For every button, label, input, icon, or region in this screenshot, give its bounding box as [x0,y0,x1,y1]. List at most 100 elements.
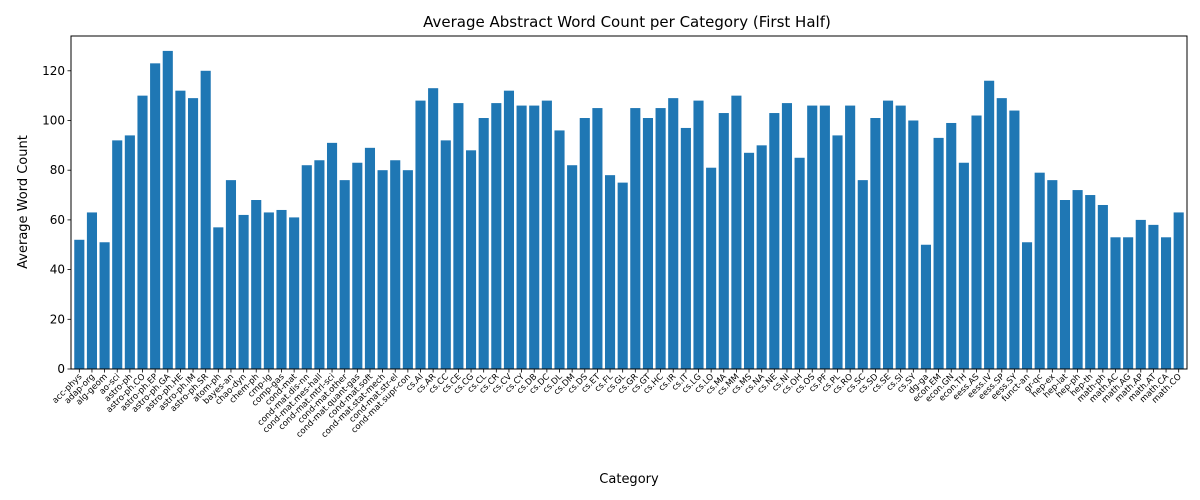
bar [718,113,729,369]
bar [150,63,161,370]
bar [1059,200,1071,369]
bar [1047,180,1058,369]
bar [339,180,350,369]
chart-title: Average Abstract Word Count per Category… [423,13,831,31]
bar [769,113,780,369]
bar [314,160,325,369]
bar [870,118,881,369]
y-tick-label: 120 [42,64,65,78]
y-tick-label: 20 [50,312,65,326]
bar [428,88,439,369]
bar [592,108,603,369]
bar [693,100,704,370]
y-tick-label: 0 [57,362,65,376]
bar [1123,237,1134,369]
bar [554,130,565,369]
y-tick-label: 40 [50,263,65,277]
bar [503,90,515,370]
bar [971,115,982,370]
bar [655,108,666,369]
x-axis: acc-physadap-orgalg-geomao-sciastro-phas… [51,369,1184,440]
bar [807,105,818,369]
bar [529,105,540,369]
bar [352,162,363,369]
bar [946,122,957,369]
bar [819,105,830,369]
y-tick-label: 100 [42,113,65,127]
bar [491,103,502,369]
bar [225,180,237,369]
bar [541,100,552,370]
bar [857,180,868,369]
bar [74,239,85,369]
y-axis-label: Average Word Count [16,135,31,269]
bar [112,140,123,369]
y-axis: 0 20 40 60 80 100 120 [42,64,71,376]
bar [465,150,477,369]
bar [453,103,464,369]
bar [1021,242,1033,369]
bar [958,162,969,369]
bar [1072,190,1083,369]
bar [137,95,148,369]
bar [301,165,312,369]
bar [1160,237,1172,369]
bar [882,100,894,370]
y-tick-label: 60 [50,213,65,227]
bar [213,227,224,369]
x-axis-label: Category [599,472,659,487]
bar [933,137,944,369]
bar [832,135,843,369]
bar [86,212,98,369]
bar [1135,219,1146,369]
bar [617,182,628,369]
bar [1173,212,1184,369]
bar [743,152,755,369]
bar [364,147,376,369]
bar [756,145,767,369]
bar [276,209,287,369]
bar [630,108,641,369]
plot-frame [70,35,1188,370]
bar [1085,195,1096,369]
bar [1148,224,1159,369]
bar [124,135,135,369]
y-tick-label: 80 [50,163,65,177]
bar [908,120,919,370]
bar [1110,237,1121,369]
bar [289,217,300,369]
bar [984,80,995,369]
bar [794,157,805,369]
bar [1009,110,1020,370]
bar [326,142,338,369]
bar [845,105,856,369]
bar [604,175,616,369]
bar [263,212,274,369]
bar [781,103,793,369]
bar [478,118,489,369]
bar [200,70,211,369]
bar [440,140,451,369]
bar [238,214,249,369]
bar [1034,172,1045,369]
bar [579,118,590,369]
bar [251,200,262,369]
bar [187,98,199,369]
bar [996,98,1007,369]
bar [390,160,401,369]
bar [415,100,426,370]
bar [895,105,906,369]
bar [402,170,413,369]
bar [162,50,173,369]
bar [680,127,691,369]
bar [99,242,110,369]
bar [175,90,186,370]
bar [516,105,527,369]
bar [377,170,388,369]
bars-group [74,50,1184,370]
bar [642,118,654,369]
bar [668,98,679,369]
bar [567,165,578,369]
bar [731,95,742,369]
